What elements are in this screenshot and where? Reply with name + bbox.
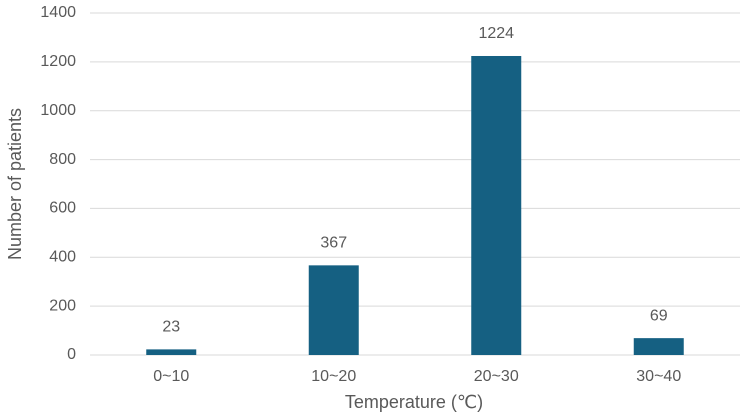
y-tick-label: 600	[49, 200, 76, 217]
data-label: 1224	[478, 25, 514, 42]
bar	[471, 55, 522, 355]
y-tick-label: 800	[49, 151, 76, 168]
bar	[308, 265, 359, 355]
y-tick-label: 0	[67, 346, 76, 363]
x-tick-label: 30~40	[636, 368, 681, 385]
y-tick-label: 200	[49, 297, 76, 314]
y-tick-label: 1000	[40, 102, 76, 119]
x-tick-label: 20~30	[474, 368, 519, 385]
y-axis-label: Number of patients	[5, 108, 25, 260]
y-tick-label: 400	[49, 249, 76, 266]
data-label: 23	[162, 319, 180, 336]
data-label: 367	[320, 235, 347, 252]
x-tick-label: 10~20	[311, 368, 356, 385]
y-tick-label: 1200	[40, 53, 76, 70]
y-tick-label: 1400	[40, 4, 76, 21]
x-axis-label: Temperature (℃)	[345, 392, 483, 412]
x-tick-label: 0~10	[153, 368, 189, 385]
bar	[633, 338, 684, 355]
data-label: 69	[650, 307, 668, 324]
bar	[146, 349, 197, 355]
